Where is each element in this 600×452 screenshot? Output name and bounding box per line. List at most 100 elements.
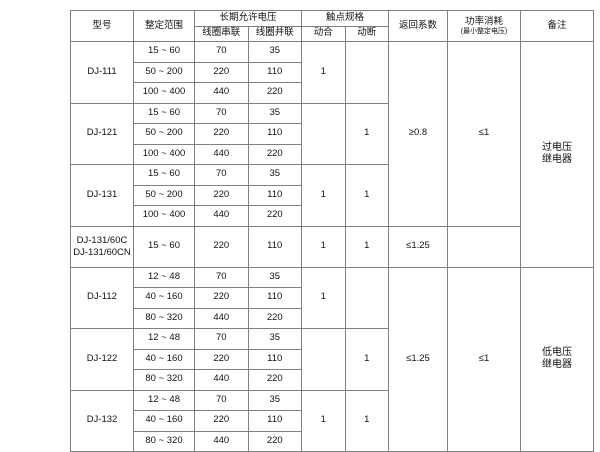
table-row: 50 ~ 200 220 110 <box>71 123 594 145</box>
cell-series: 220 <box>194 61 249 83</box>
cell-series: 220 <box>194 348 249 370</box>
cell-range: 80 ~ 320 <box>133 369 195 391</box>
header-contact-break: 动断 <box>344 25 389 42</box>
relay-spec-table: 型号 整定范围 长期允许电压 触点规格 返回系数 功率消耗 (最小整定电压) 备… <box>70 10 594 452</box>
table-row: 100 ~ 400 440 220 <box>71 205 594 227</box>
remark-undervoltage-line1: 低电压 <box>542 346 572 358</box>
header-contact-spec: 触点规格 <box>301 10 389 27</box>
cell-range: 40 ~ 160 <box>133 287 195 309</box>
cell-model: DJ-111 <box>70 41 134 104</box>
header-remark: 备注 <box>520 10 594 42</box>
table-row: DJ-121 15 ~ 60 70 35 1 <box>70 102 594 165</box>
cell-model: DJ-122 <box>70 328 134 391</box>
cell-series: 70 <box>194 328 249 350</box>
cell-model-line1: DJ-131/60C <box>76 234 128 246</box>
cell-series: 220 <box>194 287 249 309</box>
cell-series: 220 <box>194 184 249 206</box>
cell-range: 12 ~ 48 <box>133 389 195 411</box>
cell-range: 40 ~ 160 <box>133 410 195 432</box>
header-power-consumption-sub: (最小整定电压) <box>460 27 508 35</box>
remark-undervoltage-line2: 继电器 <box>542 359 572 371</box>
cell-range: 12 ~ 48 <box>133 328 195 350</box>
cell-power-special: ≤1.25 <box>388 225 448 268</box>
table-row: DJ-131/60C DJ-131/60CN 15 ~ 60 220 110 1… <box>70 225 594 268</box>
cell-contact-break: 1 <box>344 225 389 268</box>
cell-series: 440 <box>194 82 249 104</box>
cell-model: DJ-112 <box>70 266 134 329</box>
cell-contact-make: 1 <box>301 225 346 268</box>
cell-parallel: 110 <box>247 184 302 206</box>
cell-parallel: 220 <box>247 369 302 391</box>
header-power-consumption-main: 功率消耗 <box>464 15 503 27</box>
cell-contact-make: 1 <box>301 389 346 452</box>
cell-range: 15 ~ 60 <box>133 41 195 63</box>
cell-range: 80 ~ 320 <box>133 307 195 329</box>
cell-parallel: 220 <box>247 205 302 227</box>
cell-parallel: 220 <box>247 430 302 452</box>
table-body: DJ-111 15 ~ 60 70 35 1 ≥0.8 ≤1 过电压 继电器 5… <box>70 41 594 452</box>
cell-series: 70 <box>194 389 249 411</box>
cell-range: 50 ~ 200 <box>133 61 195 83</box>
cell-model: DJ-131 <box>70 164 134 227</box>
cell-contact-make <box>301 328 346 391</box>
cell-contact-break: 1 <box>344 164 389 227</box>
cell-parallel: 35 <box>247 328 302 350</box>
header-model: 型号 <box>70 10 134 42</box>
cell-series: 440 <box>194 205 249 227</box>
cell-contact-make: 1 <box>301 266 346 329</box>
cell-parallel: 110 <box>247 287 302 309</box>
table-row: 50 ~ 200 220 110 <box>71 61 594 83</box>
cell-range: 80 ~ 320 <box>133 430 195 452</box>
cell-model: DJ-121 <box>70 102 134 165</box>
table-row: DJ-111 15 ~ 60 70 35 1 ≥0.8 ≤1 过电压 继电器 <box>70 41 594 268</box>
cell-contact-break: 1 <box>344 102 389 165</box>
table-row: 50 ~ 200 220 110 <box>71 184 594 206</box>
cell-return-coefficient-undervoltage: ≤1.25 <box>388 266 448 452</box>
cell-contact-break <box>344 41 389 104</box>
cell-range: 15 ~ 60 <box>133 102 195 124</box>
cell-series: 440 <box>194 369 249 391</box>
cell-range: 50 ~ 200 <box>133 123 195 145</box>
cell-contact-break: 1 <box>344 328 389 391</box>
cell-parallel: 35 <box>247 164 302 186</box>
cell-series: 220 <box>194 123 249 145</box>
header-return-coefficient: 返回系数 <box>388 10 448 42</box>
table-row: 80 ~ 320 440 220 <box>71 369 594 391</box>
header-row-1: 型号 整定范围 长期允许电压 触点规格 返回系数 功率消耗 (最小整定电压) 备… <box>70 10 594 42</box>
cell-parallel: 35 <box>247 266 302 288</box>
cell-range: 12 ~ 48 <box>133 266 195 288</box>
cell-range: 50 ~ 200 <box>133 184 195 206</box>
spec-sheet: 型号 整定范围 长期允许电压 触点规格 返回系数 功率消耗 (最小整定电压) 备… <box>70 10 594 452</box>
cell-series: 70 <box>194 164 249 186</box>
cell-parallel: 35 <box>247 102 302 124</box>
cell-range: 100 ~ 400 <box>133 205 195 227</box>
cell-parallel: 110 <box>247 410 302 432</box>
cell-parallel: 35 <box>247 389 302 411</box>
cell-contact-break: 1 <box>344 389 389 452</box>
cell-contact-make <box>301 102 346 165</box>
header-contact-make: 动合 <box>301 25 346 42</box>
table-row: DJ-112 12 ~ 48 70 35 1 ≤1.25 ≤1 低电压 继电器 <box>70 266 594 452</box>
cell-series: 70 <box>194 102 249 124</box>
header-power-consumption: 功率消耗 (最小整定电压) <box>447 10 521 42</box>
header-long-term-voltage: 长期允许电压 <box>194 10 302 27</box>
cell-parallel: 220 <box>247 82 302 104</box>
cell-parallel: 220 <box>247 143 302 165</box>
cell-range: 100 ~ 400 <box>133 143 195 165</box>
header-setting-range: 整定范围 <box>133 10 195 42</box>
cell-series: 440 <box>194 430 249 452</box>
cell-power-standard: ≤1 <box>447 41 521 227</box>
cell-parallel: 220 <box>247 307 302 329</box>
cell-series: 440 <box>194 307 249 329</box>
cell-parallel: 35 <box>247 41 302 63</box>
cell-series: 70 <box>194 41 249 63</box>
cell-range: 15 ~ 60 <box>133 225 195 268</box>
cell-remark-overvoltage: 过电压 继电器 <box>520 41 594 268</box>
header-coil-series: 线圈串联 <box>194 25 249 42</box>
cell-parallel: 110 <box>247 225 302 268</box>
cell-contact-make: 1 <box>301 41 346 104</box>
cell-contact-break <box>344 266 389 329</box>
cell-remark-undervoltage: 低电压 继电器 <box>520 266 594 452</box>
cell-model: DJ-131/60C DJ-131/60CN <box>70 225 134 268</box>
cell-return-coefficient-overvoltage: ≥0.8 <box>388 41 448 227</box>
